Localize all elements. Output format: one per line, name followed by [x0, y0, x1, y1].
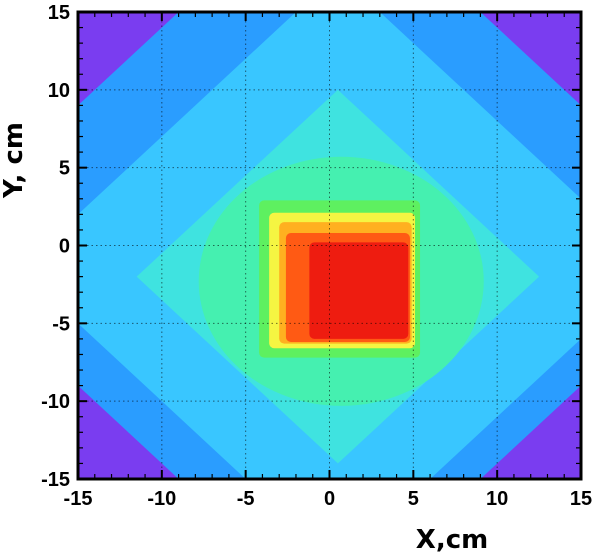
- x-tick-labels: -15 -10 -5 0 5 10 15: [64, 488, 593, 510]
- y-tick-label: -10: [41, 391, 70, 413]
- heatmap-region-13: [309, 242, 409, 339]
- x-tick-label: -15: [64, 488, 93, 510]
- x-tick-label: 15: [570, 488, 592, 510]
- heatmap-region-4: [78, 385, 179, 479]
- y-tick-label: -5: [52, 313, 70, 335]
- heatmap-region-3: [480, 12, 581, 106]
- x-tick-label: 10: [486, 488, 508, 510]
- y-tick-label: -15: [41, 469, 70, 491]
- y-tick-label: 10: [48, 80, 70, 102]
- x-tick-label: -5: [237, 488, 255, 510]
- y-tick-label: 5: [59, 158, 70, 180]
- y-tick-label: 0: [59, 236, 70, 258]
- x-axis-title: X,cm: [416, 525, 488, 555]
- axis-ticks: [77, 11, 582, 480]
- x-tick-label: 0: [324, 488, 335, 510]
- heatmap-region-2: [78, 12, 179, 106]
- y-tick-label: 15: [48, 2, 70, 24]
- gridlines: [78, 12, 581, 479]
- x-tick-label: -10: [147, 488, 176, 510]
- heatmap-region-5: [480, 385, 581, 479]
- x-tick-label: 5: [408, 488, 419, 510]
- y-tick-labels: -15 -10 -5 0 5 10 15: [41, 2, 70, 491]
- y-axis-title: Y, cm: [0, 122, 29, 199]
- heatmap-plot-area: [78, 12, 581, 479]
